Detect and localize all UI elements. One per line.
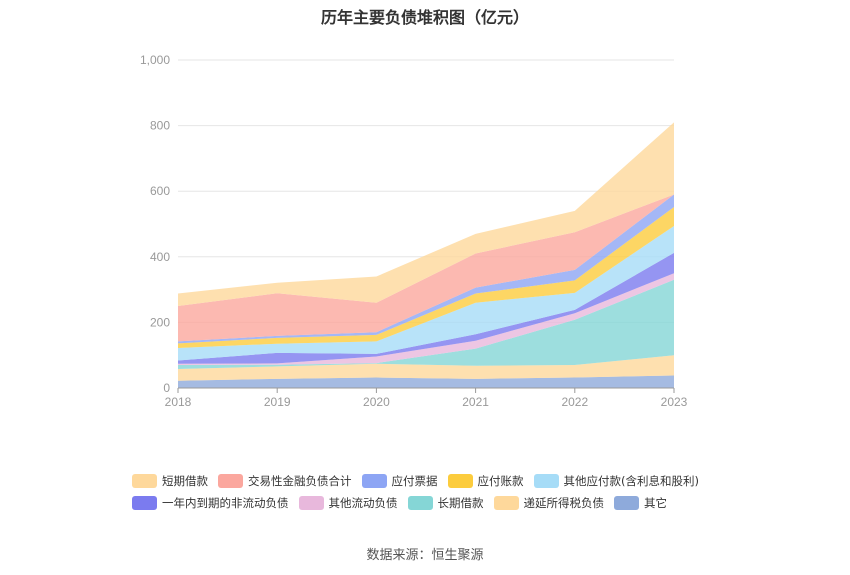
data-source: 数据来源：恒生聚源	[366, 548, 484, 563]
legend-item[interactable]: 长期借款	[407, 495, 484, 511]
legend-row: 一年内到期的非流动负债 其他流动负债 长期借款 递延所得税负债 其它	[132, 492, 772, 514]
legend-swatch	[298, 496, 324, 510]
legend-item[interactable]: 其它	[614, 495, 667, 511]
legend-label: 其他应付款(含利息和股利)	[563, 474, 699, 488]
x-tick-label: 2020	[363, 395, 390, 409]
stacked-area-chart: 0 200 400 600 800 1,000 2018 2019 2020 2021 2022 20…	[140, 53, 688, 409]
area-应付票据	[178, 194, 674, 344]
legend-item[interactable]: 一年内到期的非流动负债	[132, 495, 289, 511]
legend-swatch	[132, 474, 157, 488]
area-其他流动负债	[178, 273, 674, 366]
legend-item[interactable]: 应付票据	[361, 473, 438, 489]
legend-item[interactable]: 递延所得税负债	[493, 495, 605, 511]
x-tick-label: 2019	[264, 395, 291, 409]
area-其他应付款(含利息和股利)	[178, 225, 674, 361]
legend-item[interactable]: 短期借款	[132, 473, 208, 489]
legend-label: 短期借款	[162, 474, 208, 488]
legend: 短期借款 交易性金融负债合计 应付票据 应付账款 其他应付款(含利息和股利) 一年内到期的…	[132, 470, 772, 514]
legend-item[interactable]: 交易性金融负债合计	[218, 473, 352, 489]
legend-swatch	[407, 496, 433, 510]
legend-label: 长期借款	[437, 496, 484, 510]
y-tick-label: 1,000	[140, 53, 170, 67]
y-tick-label: 400	[150, 250, 170, 264]
legend-row: 短期借款 交易性金融负债合计 应付票据 应付账款 其他应付款(含利息和股利)	[132, 470, 772, 492]
area-交易性金融负债合计	[178, 194, 674, 342]
legend-label: 递延所得税负债	[523, 496, 605, 510]
area-短期借款	[178, 122, 674, 306]
chart-title: 历年主要负债堆积图（亿元）	[320, 8, 529, 27]
legend-swatch	[361, 474, 387, 488]
legend-swatch	[218, 474, 243, 488]
y-tick-label: 0	[163, 381, 170, 395]
legend-swatch	[614, 496, 639, 510]
legend-label: 一年内到期的非流动负债	[162, 496, 289, 510]
area-series	[178, 122, 674, 388]
legend-swatch	[493, 496, 519, 510]
legend-swatch	[447, 474, 473, 488]
area-递延所得税负债	[178, 355, 674, 381]
legend-swatch	[533, 474, 559, 488]
legend-label: 应付账款	[477, 474, 524, 488]
axes: 0 200 400 600 800 1,000 2018 2019 2020 2021 2022 20…	[140, 53, 688, 409]
x-tick-label: 2023	[661, 395, 688, 409]
legend-item[interactable]: 其他流动负债	[298, 495, 398, 511]
area-其它	[178, 375, 674, 388]
area-长期借款	[178, 279, 674, 369]
x-tick-label: 2018	[165, 395, 192, 409]
x-tick-label: 2021	[462, 395, 489, 409]
legend-item[interactable]: 应付账款	[447, 473, 524, 489]
legend-label: 交易性金融负债合计	[248, 474, 352, 488]
y-tick-label: 600	[150, 184, 170, 198]
legend-item[interactable]: 其他应付款(含利息和股利)	[533, 473, 699, 489]
legend-label: 其他流动负债	[328, 496, 398, 510]
area-应付账款	[178, 206, 674, 348]
y-tick-label: 800	[150, 119, 170, 133]
legend-label: 其它	[644, 496, 667, 510]
x-tick-label: 2022	[561, 395, 588, 409]
legend-swatch	[132, 496, 157, 510]
y-tick-label: 200	[150, 315, 170, 329]
legend-label: 应付票据	[391, 474, 438, 488]
